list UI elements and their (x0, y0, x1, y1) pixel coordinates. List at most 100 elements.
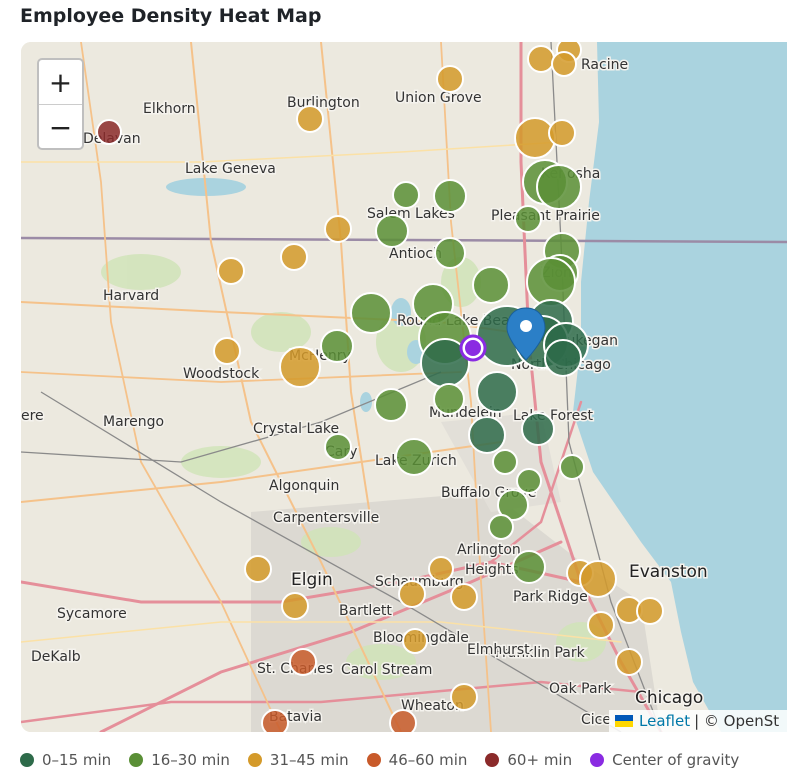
legend-swatch-icon (366, 753, 381, 767)
density-circle[interactable] (434, 237, 466, 269)
density-circle[interactable] (433, 383, 465, 415)
density-circle[interactable] (636, 597, 664, 625)
city-label: Elgin (291, 570, 333, 590)
city-label: Woodstock (183, 366, 260, 382)
legend-item: 31–45 min (247, 751, 349, 769)
density-circle[interactable] (536, 164, 582, 210)
city-label: Algonquin (269, 478, 339, 494)
city-label: Lake Geneva (185, 161, 276, 177)
map-attribution: Leaflet | © OpenSt (609, 710, 787, 732)
legend-item: Center of gravity (590, 751, 739, 769)
density-circle[interactable] (261, 709, 289, 732)
density-circle[interactable] (472, 266, 510, 304)
density-circle[interactable] (428, 556, 454, 582)
highways (21, 42, 663, 732)
city-label: Union Grove (395, 90, 482, 106)
density-circle[interactable] (512, 550, 546, 584)
city-label: Evanston (629, 562, 708, 582)
density-circle[interactable] (213, 337, 241, 365)
density-circle[interactable] (374, 388, 408, 422)
density-circle[interactable] (389, 709, 417, 732)
density-circle[interactable] (497, 489, 529, 521)
legend-label: 0–15 min (42, 751, 112, 769)
density-circle[interactable] (280, 243, 308, 271)
city-label: Chicago (635, 688, 703, 708)
lake-michigan (573, 42, 787, 732)
legend-swatch-icon (247, 753, 262, 767)
legend-swatch-icon (129, 753, 144, 767)
city-label: Cice (581, 712, 611, 728)
location-pin-icon[interactable] (506, 307, 546, 361)
density-circle[interactable] (433, 179, 467, 213)
city-label: Heights (465, 562, 519, 578)
density-circle[interactable] (392, 181, 420, 209)
density-circle[interactable] (559, 454, 585, 480)
density-circle[interactable] (521, 412, 555, 446)
density-circle[interactable] (279, 346, 321, 388)
density-circle[interactable] (296, 105, 324, 133)
density-circle[interactable] (350, 292, 392, 334)
city-label: Bartlett (339, 603, 392, 619)
density-circle[interactable] (492, 449, 518, 475)
density-circle[interactable] (579, 560, 617, 598)
density-circle[interactable] (548, 119, 576, 147)
density-circle[interactable] (514, 205, 542, 233)
city-label: Franklin Park (495, 645, 586, 661)
density-circle[interactable] (217, 257, 245, 285)
density-circle[interactable] (476, 371, 518, 413)
city-label: DeKalb (31, 649, 81, 665)
density-circle[interactable] (516, 468, 542, 494)
page-title: Employee Density Heat Map (20, 5, 322, 27)
density-circle[interactable] (488, 514, 514, 540)
leaflet-link[interactable]: Leaflet (639, 712, 691, 730)
city-label: Arlington (457, 542, 521, 558)
density-circle[interactable] (551, 51, 577, 77)
city-label: Elkhorn (143, 101, 196, 117)
zoom-control: + − (37, 58, 84, 150)
city-label: Elmhurst (467, 642, 530, 658)
zoom-in-button[interactable]: + (39, 60, 82, 105)
density-circle[interactable] (436, 65, 464, 93)
density-circle[interactable] (450, 583, 478, 611)
density-circle[interactable] (375, 214, 409, 248)
density-circle[interactable] (324, 215, 352, 243)
density-circle[interactable] (526, 257, 576, 307)
density-circle[interactable] (615, 648, 643, 676)
zoom-out-button[interactable]: − (48, 110, 73, 144)
density-circle[interactable] (398, 580, 426, 608)
density-circle[interactable] (468, 416, 506, 454)
density-circle[interactable] (527, 45, 555, 73)
legend-label: 60+ min (507, 751, 573, 769)
density-circle[interactable] (289, 648, 317, 676)
city-label: Sycamore (57, 606, 127, 622)
city-label: Carol Stream (341, 662, 432, 678)
density-circle[interactable] (244, 555, 272, 583)
density-circle[interactable] (395, 438, 433, 476)
legend-item: 0–15 min (20, 751, 111, 769)
legend-label: 46–60 min (388, 751, 468, 769)
density-circle[interactable] (544, 339, 582, 377)
city-label: Pleasant Prairie (491, 208, 600, 224)
city-label: Antioch (389, 246, 442, 262)
legend-swatch-icon (590, 753, 605, 767)
legend-swatch-icon (485, 753, 500, 767)
legend-label: 31–45 min (269, 751, 349, 769)
legend-item: 16–30 min (129, 751, 230, 769)
legend: 0–15 min 16–30 min 31–45 min 46–60 min 60+ m… (20, 751, 757, 769)
density-circle[interactable] (320, 329, 354, 363)
density-circle[interactable] (587, 611, 615, 639)
legend-swatch-icon (20, 753, 34, 767)
legend-label: 16–30 min (151, 751, 230, 769)
city-label: Park Ridge (513, 589, 588, 605)
center-of-gravity-marker[interactable] (459, 334, 487, 362)
density-circle[interactable] (402, 628, 428, 654)
density-circle[interactable] (96, 119, 122, 145)
density-circle[interactable] (281, 592, 309, 620)
city-label: Crystal Lake (253, 421, 339, 437)
ukraine-flag-icon (615, 715, 633, 727)
density-circle[interactable] (324, 433, 352, 461)
city-label: Carpentersville (273, 510, 379, 526)
density-circle[interactable] (450, 683, 478, 711)
